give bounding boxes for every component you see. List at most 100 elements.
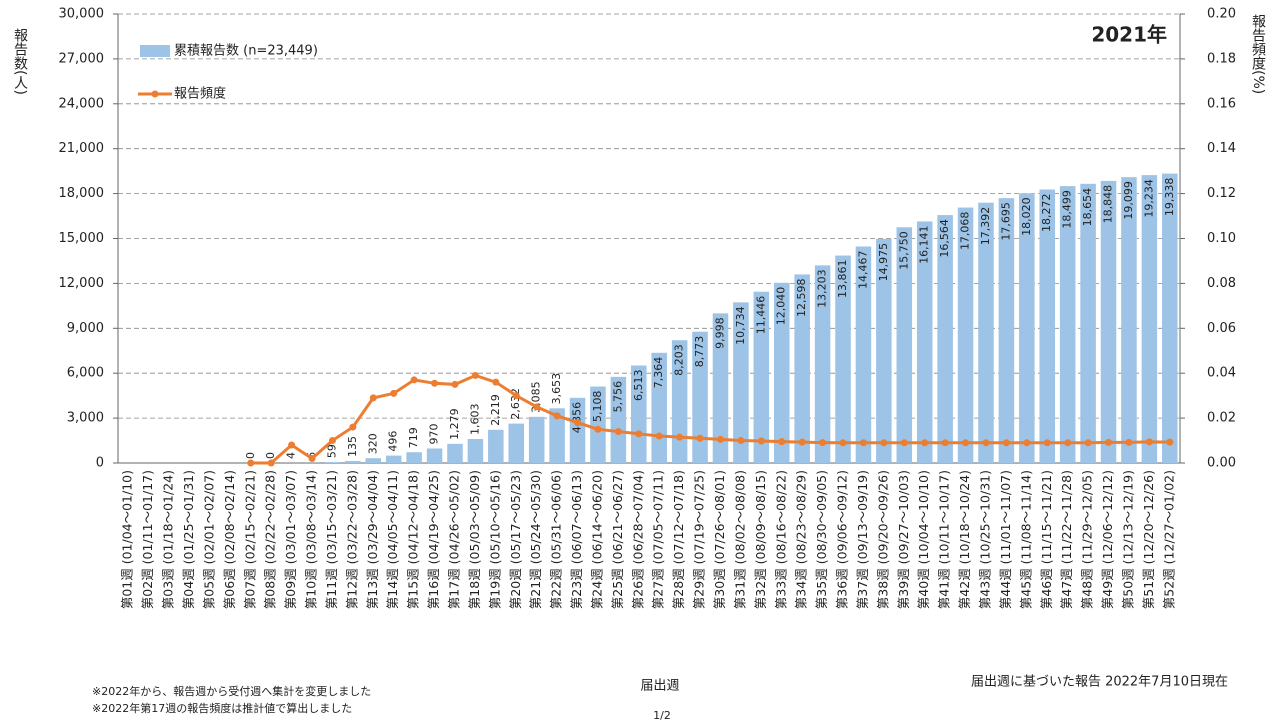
y-tick-label: 3,000 [67, 411, 104, 426]
data-label: 10,734 [734, 306, 747, 345]
x-tick-label: 第04週 (01/25～01/31) [181, 470, 196, 609]
bar [794, 274, 810, 463]
marker [941, 439, 949, 447]
data-label: 4 [285, 452, 298, 459]
data-label: 5,108 [591, 391, 604, 423]
marker [1002, 439, 1010, 447]
marker [308, 455, 316, 463]
marker [1125, 438, 1133, 446]
data-label: 4,356 [571, 402, 584, 434]
bar [876, 238, 892, 463]
legend-swatch [140, 45, 170, 57]
data-label: 17,068 [959, 212, 972, 251]
bar [365, 458, 382, 463]
bar [712, 313, 729, 463]
bar [1141, 175, 1158, 463]
marker [982, 439, 990, 447]
y2-tick-label: 0.06 [1207, 321, 1236, 336]
marker [696, 434, 704, 442]
marker [757, 437, 765, 445]
bar [528, 416, 545, 463]
y-tick-label: 0 [96, 456, 104, 471]
x-tick-label: 第48週 (11/29～12/05) [1080, 470, 1095, 609]
data-label: 719 [407, 427, 420, 448]
data-label: 18,020 [1020, 197, 1033, 236]
x-tick-label: 第16週 (04/19～04/25) [426, 470, 441, 609]
x-tick-label: 第27週 (07/05～07/11) [651, 470, 666, 609]
bar [1019, 193, 1035, 463]
x-tick-label: 第18週 (05/03～05/09) [467, 470, 482, 609]
x-tick-label: 第10週 (03/08～03/14) [304, 470, 319, 609]
marker [900, 439, 908, 447]
x-tick-label: 第05週 (02/01～02/07) [201, 470, 216, 609]
data-label: 16,141 [918, 225, 931, 264]
marker [1023, 439, 1031, 447]
bar [426, 448, 443, 463]
y-tick-label: 15,000 [59, 231, 105, 246]
x-tick-label: 第08週 (02/22～02/28) [263, 470, 278, 609]
x-tick-label: 第20週 (05/17～05/23) [508, 470, 523, 609]
data-label: 11,446 [754, 296, 767, 335]
x-tick-label: 第23週 (06/07～06/13) [569, 470, 584, 609]
x-tick-label: 第22週 (05/31～06/06) [549, 470, 564, 609]
x-tick-label: 第13週 (03/29～04/04) [365, 470, 380, 609]
data-label: 19,234 [1142, 179, 1155, 218]
marker [1166, 438, 1174, 446]
x-tick-label: 第21週 (05/24～05/30) [528, 470, 543, 609]
bar [692, 331, 708, 463]
x-tick-label: 第19週 (05/10～05/16) [487, 470, 502, 609]
marker [655, 432, 663, 440]
x-tick-label: 第15週 (04/12～04/18) [406, 470, 421, 609]
data-label: 135 [346, 436, 359, 457]
marker [512, 392, 520, 400]
bar [1121, 177, 1137, 464]
x-tick-label: 第45週 (11/08～11/14) [1018, 470, 1033, 609]
marker [369, 394, 377, 402]
bar [488, 429, 504, 463]
bar [1059, 186, 1076, 463]
data-label: 970 [428, 423, 441, 444]
bar [345, 460, 361, 463]
x-tick-label: 第38週 (09/20～09/26) [875, 470, 890, 609]
marker [1145, 438, 1153, 446]
marker [471, 371, 479, 379]
x-tick-label: 第29週 (07/19～07/25) [692, 470, 707, 609]
y-tick-label: 6,000 [67, 366, 104, 381]
bar [916, 221, 933, 463]
data-label: 19,099 [1122, 181, 1135, 220]
y-tick-label: 9,000 [67, 321, 104, 336]
marker [716, 435, 724, 443]
x-tick-label: 第06週 (02/08～02/14) [222, 470, 237, 609]
x-tick-label: 第26週 (06/28～07/04) [630, 470, 645, 609]
page-number: 1/2 [653, 709, 671, 722]
x-tick-label: 第17週 (04/26～05/02) [446, 470, 461, 609]
bar [753, 291, 770, 463]
note: ※2022年から、報告週から受付週へ集計を変更しました [92, 684, 371, 698]
bar [1039, 189, 1056, 464]
data-label: 8,203 [673, 344, 686, 376]
bar [1100, 180, 1117, 463]
data-label: 0 [264, 452, 277, 459]
marker [410, 376, 418, 384]
x-tick-label: 第28週 (07/12～07/18) [671, 470, 686, 609]
bar [590, 386, 606, 463]
data-label: 1,279 [448, 408, 461, 440]
x-tick-label: 第50週 (12/13～12/19) [1120, 470, 1135, 609]
bar [733, 302, 749, 463]
marker [737, 437, 745, 445]
marker [880, 439, 888, 447]
x-tick-label: 第09週 (03/01～03/07) [283, 470, 298, 609]
y2-tick-label: 0.00 [1207, 456, 1236, 471]
marker [492, 378, 500, 386]
marker [635, 430, 643, 438]
x-tick-label: 第34週 (08/23～08/29) [794, 470, 809, 609]
data-label: 5,756 [611, 381, 624, 413]
data-label: 2,219 [489, 394, 502, 425]
bar [447, 443, 463, 463]
marker [1043, 439, 1051, 447]
marker [798, 438, 806, 446]
y2-tick-label: 0.12 [1207, 186, 1236, 201]
bar [937, 215, 953, 463]
y2-axis-label: 報告頻度(%) [1250, 14, 1266, 94]
y2-tick-label: 0.16 [1207, 96, 1236, 111]
